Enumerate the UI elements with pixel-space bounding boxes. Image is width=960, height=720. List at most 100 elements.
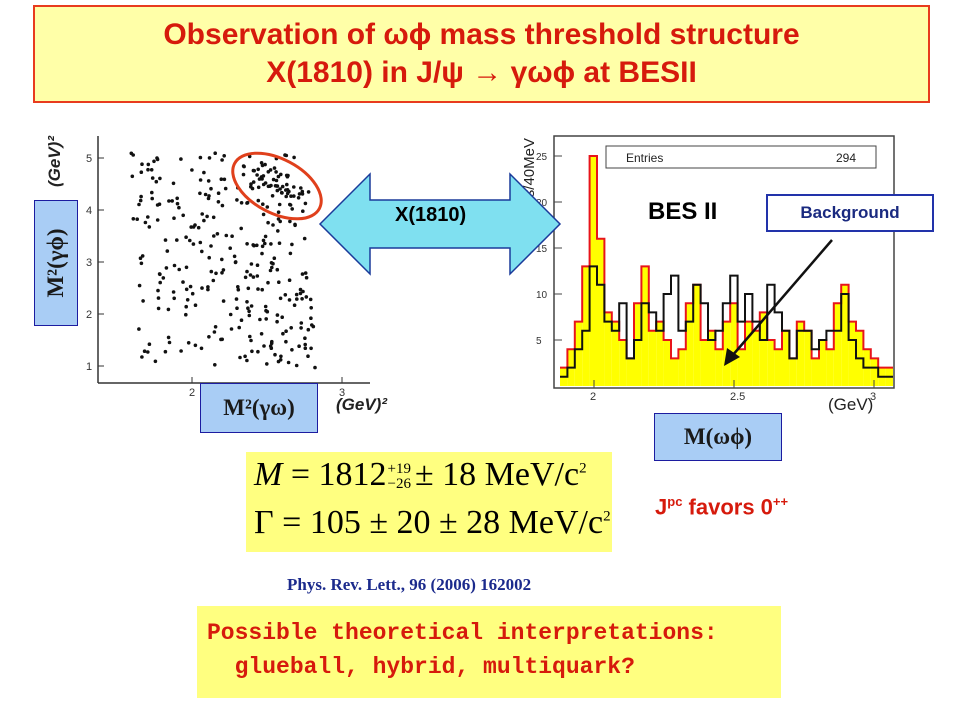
scatter-point [270, 194, 275, 198]
scatter-point [205, 214, 209, 219]
scatter-point [165, 249, 170, 253]
scatter-point [223, 186, 228, 191]
scatter-point [289, 326, 293, 330]
scatter-point [274, 170, 278, 174]
histogram-bar [782, 330, 790, 386]
scatter-point [255, 173, 259, 177]
scatter-point [309, 316, 313, 320]
scatter-point [163, 238, 168, 242]
scatter-point [138, 198, 143, 203]
scatter-point [299, 326, 303, 330]
scatter-point [150, 176, 155, 180]
scatter-point [250, 349, 254, 354]
scatter-point [245, 300, 249, 304]
scatter-point [186, 341, 191, 345]
scatter-point [292, 194, 296, 198]
scatter-point [300, 272, 305, 276]
scatter-point [216, 191, 221, 195]
hist-legend-value: 294 [836, 151, 856, 165]
scatter-point [279, 354, 283, 359]
mass-upper-error: +19 [387, 461, 411, 478]
scatter-point [214, 271, 218, 276]
scatter-point [271, 261, 275, 266]
scatter-point [313, 365, 317, 370]
background-arrow-head [724, 348, 740, 366]
scatter-point [237, 325, 241, 330]
scatter-point [264, 317, 268, 321]
scatter-point [135, 217, 139, 221]
scatter-point [239, 201, 244, 205]
scatter-point [261, 238, 266, 243]
scatter-point [299, 186, 303, 190]
scatter-point [261, 174, 266, 178]
scatter-point [193, 343, 198, 348]
scatter-point [212, 234, 216, 238]
fit-result-formula: M = 1812+19 −26 ± 18 MeV/c2 Γ = 105 ± 20 ±… [246, 452, 612, 552]
scatter-point [298, 287, 303, 292]
scatter-point [213, 363, 217, 367]
scatter-point [158, 176, 162, 181]
histogram-background-outline [560, 265, 893, 378]
jpc-text: favors 0 [682, 494, 773, 520]
scatter-point [191, 242, 196, 246]
scatter-point [289, 194, 293, 198]
scatter-point [206, 196, 211, 201]
scatter-point [249, 304, 254, 308]
scatter-point [212, 330, 217, 334]
histogram-bar [745, 321, 753, 386]
scatter-point [171, 181, 176, 186]
scatter-point [274, 178, 279, 183]
scatter-point [246, 306, 250, 310]
histogram-bar [700, 340, 708, 386]
scatter-point [140, 254, 145, 258]
scatter-point [302, 236, 307, 241]
scatter-point [303, 336, 307, 340]
mass-unit-power: 2 [579, 460, 587, 477]
hist-y-tick-label: 5 [536, 336, 542, 347]
scatter-point [222, 154, 226, 158]
scatter-point [184, 304, 188, 309]
scatter-point [153, 359, 158, 364]
scatter-point [277, 280, 281, 284]
scatter-point [149, 168, 154, 172]
scatter-point [147, 342, 152, 346]
hist-y-tick-label: 15 [536, 244, 548, 255]
scatter-point [256, 349, 260, 354]
scatter-y-tick-label: 4 [86, 205, 92, 217]
scatter-point [193, 303, 198, 307]
interpretation-line-1: Possible theoretical interpretations: [207, 620, 718, 646]
scatter-point [220, 158, 224, 162]
width-formula: Γ = 105 ± 20 ± 28 MeV/c2 [254, 504, 611, 542]
histogram-bar [759, 312, 768, 386]
scatter-point [150, 196, 154, 201]
scatter-point [265, 205, 270, 209]
scatter-point [181, 213, 185, 218]
scatter-point [304, 275, 309, 280]
scatter-point [256, 185, 261, 190]
scatter-point [221, 299, 226, 303]
y-axis-label: M²(γϕ) [43, 228, 68, 298]
scatter-point [170, 199, 174, 203]
histogram-bar [678, 349, 686, 386]
scatter-point [209, 186, 213, 191]
mass-axis-label: M(ωϕ) [683, 424, 753, 449]
scatter-point [235, 306, 239, 310]
histogram-bar [811, 358, 819, 386]
scatter-point [278, 296, 283, 301]
width-symbol: Γ [254, 504, 274, 541]
scatter-point [269, 346, 274, 350]
histogram-bar [774, 349, 782, 386]
scatter-point [306, 190, 311, 194]
hist-y-tick-label: 10 [536, 290, 548, 301]
scatter-point [245, 242, 249, 246]
scatter-point [142, 349, 147, 353]
hist-x-tick-label: 2.5 [730, 391, 745, 403]
scatter-point [247, 313, 252, 318]
scatter-point [139, 261, 144, 266]
mass-syst-error: ± 18 MeV/c [414, 456, 580, 493]
histogram-bar [641, 266, 649, 386]
scatter-point [309, 346, 313, 351]
scatter-point [294, 363, 299, 368]
hist-y-tick-label: 25 [536, 152, 548, 163]
